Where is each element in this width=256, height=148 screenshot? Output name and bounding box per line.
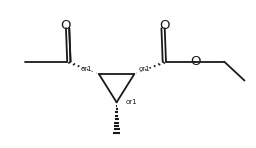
Text: or1: or1	[138, 66, 150, 72]
Text: O: O	[190, 55, 200, 68]
Text: or1: or1	[80, 66, 92, 72]
Text: O: O	[61, 19, 71, 32]
Text: or1: or1	[125, 99, 137, 105]
Text: O: O	[159, 19, 170, 32]
